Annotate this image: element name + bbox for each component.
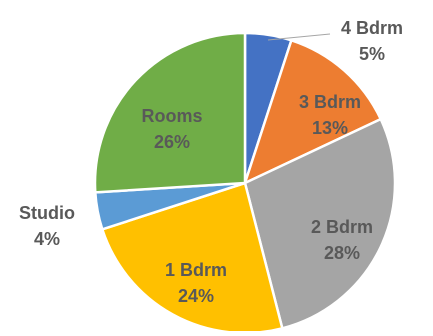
slice-label-studio: Studio: [19, 203, 75, 223]
leaders-layer: [267, 33, 331, 41]
slice-value-studio: 4%: [34, 229, 60, 249]
slice-value-rooms: 26%: [154, 132, 190, 152]
leader-line-4-bdrm: [267, 33, 331, 41]
pie-slice-rooms: [93, 31, 247, 194]
slice-value-1-bdrm: 24%: [178, 286, 214, 306]
slice-label-4-bdrm: 4 Bdrm: [341, 18, 403, 38]
slice-value-3-bdrm: 13%: [312, 118, 348, 138]
slice-label-2-bdrm: 2 Bdrm: [311, 217, 373, 237]
slice-value-2-bdrm: 28%: [324, 243, 360, 263]
slices-layer: [93, 31, 397, 335]
slice-label-3-bdrm: 3 Bdrm: [299, 92, 361, 112]
pie-slice-2-bdrm: [243, 117, 397, 330]
pie-slice-3-bdrm: [243, 39, 382, 185]
slice-label-rooms: Rooms: [141, 106, 202, 126]
slice-value-4-bdrm: 5%: [359, 44, 385, 64]
slice-label-1-bdrm: 1 Bdrm: [165, 260, 227, 280]
labels-layer: 4 Bdrm 5% 3 Bdrm 13% 2 Bdrm 28% 1 Bdrm 24% Studi…: [19, 18, 403, 306]
